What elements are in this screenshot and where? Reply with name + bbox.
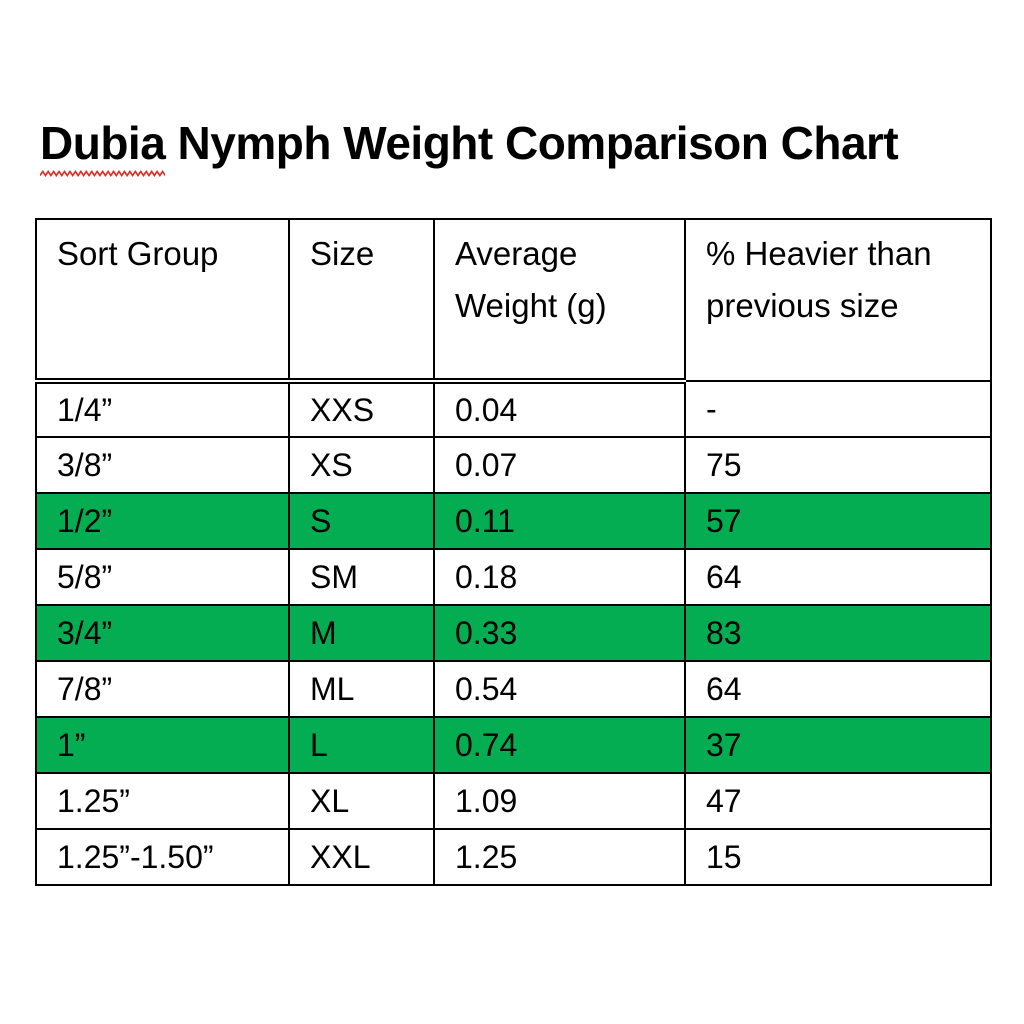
cell-size: XS — [288, 436, 435, 494]
cell-sort-group: 7/8” — [35, 660, 290, 718]
cell-size: ML — [288, 660, 435, 718]
column-header-average-weight: Average Weight (g) — [433, 218, 686, 384]
squiggle-path — [40, 170, 166, 177]
table-row: 1/4” XXS 0.04- — [35, 380, 992, 438]
table-row: 1/2” S 0.11 57 — [35, 492, 992, 550]
cell-pct-heavier: 15 — [684, 828, 992, 886]
title-word-dubia: Dubia — [40, 116, 166, 177]
cell-average-weight: 1.25 — [433, 828, 686, 886]
table-row: 3/8” XS 0.07 75 — [35, 436, 992, 494]
cell-sort-group: 3/8” — [35, 436, 290, 494]
column-header-pct-heavier: % Heavier than previous size — [684, 218, 992, 382]
column-header-size: Size — [288, 218, 435, 384]
table-row: 5/8” SM 0.18 64 — [35, 548, 992, 606]
cell-sort-group: 1.25”-1.50” — [35, 828, 290, 886]
cell-average-weight: 0.11 — [433, 492, 686, 550]
spellcheck-squiggle-icon — [40, 170, 166, 177]
table-row: 3/4” M 0.33 83 — [35, 604, 992, 662]
cell-size: L — [288, 716, 435, 774]
cell-pct-heavier: 47 — [684, 772, 992, 830]
cell-sort-group: 1/4” — [35, 380, 290, 438]
cell-pct-heavier: - — [684, 380, 992, 438]
cell-pct-heavier: 83 — [684, 604, 992, 662]
page-title: Dubia Nymph Weight Comparison Chart — [40, 116, 899, 177]
table-body: 1/4” XXS 0.04-3/8” XS 0.07 75 1/2” S 0.11 57 5/8” S… — [35, 380, 992, 886]
cell-size: XXL — [288, 828, 435, 886]
cell-average-weight: 0.07 — [433, 436, 686, 494]
header-row: Sort Group Size Average Weight (g) % Hea… — [35, 218, 992, 384]
title-rest-text: Nymph Weight Comparison Chart — [165, 117, 899, 169]
cell-size: M — [288, 604, 435, 662]
table-row: 7/8” ML 0.54 64 — [35, 660, 992, 718]
table-header: Sort Group Size Average Weight (g) % Hea… — [35, 218, 992, 384]
cell-pct-heavier: 75 — [684, 436, 992, 494]
cell-sort-group: 1.25” — [35, 772, 290, 830]
cell-pct-heavier: 57 — [684, 492, 992, 550]
cell-size: S — [288, 492, 435, 550]
column-header-sort-group: Sort Group — [35, 218, 290, 384]
comparison-table: Sort Group Size Average Weight (g) % Hea… — [35, 218, 992, 886]
cell-sort-group: 1” — [35, 716, 290, 774]
table-row: 1.25”-1.50” XXL 1.25 15 — [35, 828, 992, 886]
table-row: 1” L 0.74 37 — [35, 716, 992, 774]
cell-size: SM — [288, 548, 435, 606]
cell-average-weight: 0.33 — [433, 604, 686, 662]
cell-pct-heavier: 64 — [684, 548, 992, 606]
table-row: 1.25” XL 1.09 47 — [35, 772, 992, 830]
cell-average-weight: 0.18 — [433, 548, 686, 606]
cell-pct-heavier: 37 — [684, 716, 992, 774]
cell-pct-heavier: 64 — [684, 660, 992, 718]
cell-sort-group: 3/4” — [35, 604, 290, 662]
cell-size: XXS — [288, 380, 435, 438]
cell-average-weight: 0.54 — [433, 660, 686, 718]
cell-average-weight: 0.74 — [433, 716, 686, 774]
title-word-dubia-text: Dubia — [40, 117, 166, 169]
cell-sort-group: 1/2” — [35, 492, 290, 550]
cell-size: XL — [288, 772, 435, 830]
cell-average-weight: 1.09 — [433, 772, 686, 830]
cell-average-weight: 0.04 — [433, 380, 686, 438]
cell-sort-group: 5/8” — [35, 548, 290, 606]
